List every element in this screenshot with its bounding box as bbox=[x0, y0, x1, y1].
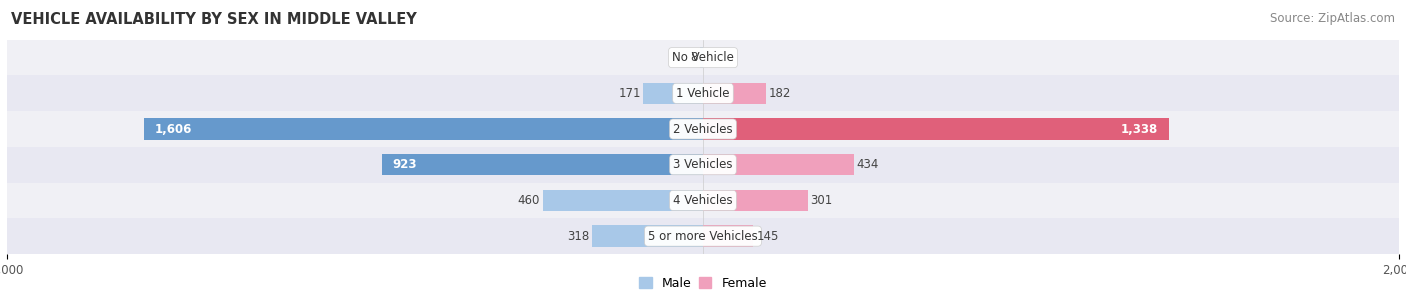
Bar bbox=[703, 118, 1168, 140]
Bar bbox=[7, 147, 1399, 183]
Text: 1 Vehicle: 1 Vehicle bbox=[676, 87, 730, 100]
Text: Source: ZipAtlas.com: Source: ZipAtlas.com bbox=[1270, 12, 1395, 25]
Bar bbox=[7, 76, 1399, 111]
Bar bbox=[703, 226, 754, 247]
Bar bbox=[703, 83, 766, 104]
Bar bbox=[7, 183, 1399, 218]
Text: 460: 460 bbox=[517, 194, 540, 207]
Text: 3 Vehicles: 3 Vehicles bbox=[673, 158, 733, 171]
Text: 182: 182 bbox=[769, 87, 792, 100]
Bar bbox=[145, 118, 703, 140]
Text: 434: 434 bbox=[856, 158, 879, 171]
Text: 1,338: 1,338 bbox=[1121, 122, 1159, 136]
Bar bbox=[7, 218, 1399, 254]
Legend: Male, Female: Male, Female bbox=[634, 272, 772, 295]
Text: 301: 301 bbox=[810, 194, 832, 207]
Text: 145: 145 bbox=[756, 230, 779, 243]
Text: 318: 318 bbox=[567, 230, 589, 243]
Bar bbox=[7, 40, 1399, 76]
Bar bbox=[700, 47, 703, 68]
Bar bbox=[592, 226, 703, 247]
Bar bbox=[382, 154, 703, 175]
Text: 1,606: 1,606 bbox=[155, 122, 193, 136]
Bar bbox=[644, 83, 703, 104]
Text: 5 or more Vehicles: 5 or more Vehicles bbox=[648, 230, 758, 243]
Text: 171: 171 bbox=[619, 87, 641, 100]
Bar bbox=[703, 154, 853, 175]
Text: VEHICLE AVAILABILITY BY SEX IN MIDDLE VALLEY: VEHICLE AVAILABILITY BY SEX IN MIDDLE VA… bbox=[11, 12, 418, 27]
Text: 923: 923 bbox=[392, 158, 416, 171]
Text: 4 Vehicles: 4 Vehicles bbox=[673, 194, 733, 207]
Text: 2 Vehicles: 2 Vehicles bbox=[673, 122, 733, 136]
Bar bbox=[543, 190, 703, 211]
Text: 8: 8 bbox=[690, 51, 697, 64]
Text: No Vehicle: No Vehicle bbox=[672, 51, 734, 64]
Bar bbox=[703, 190, 807, 211]
Bar bbox=[7, 111, 1399, 147]
